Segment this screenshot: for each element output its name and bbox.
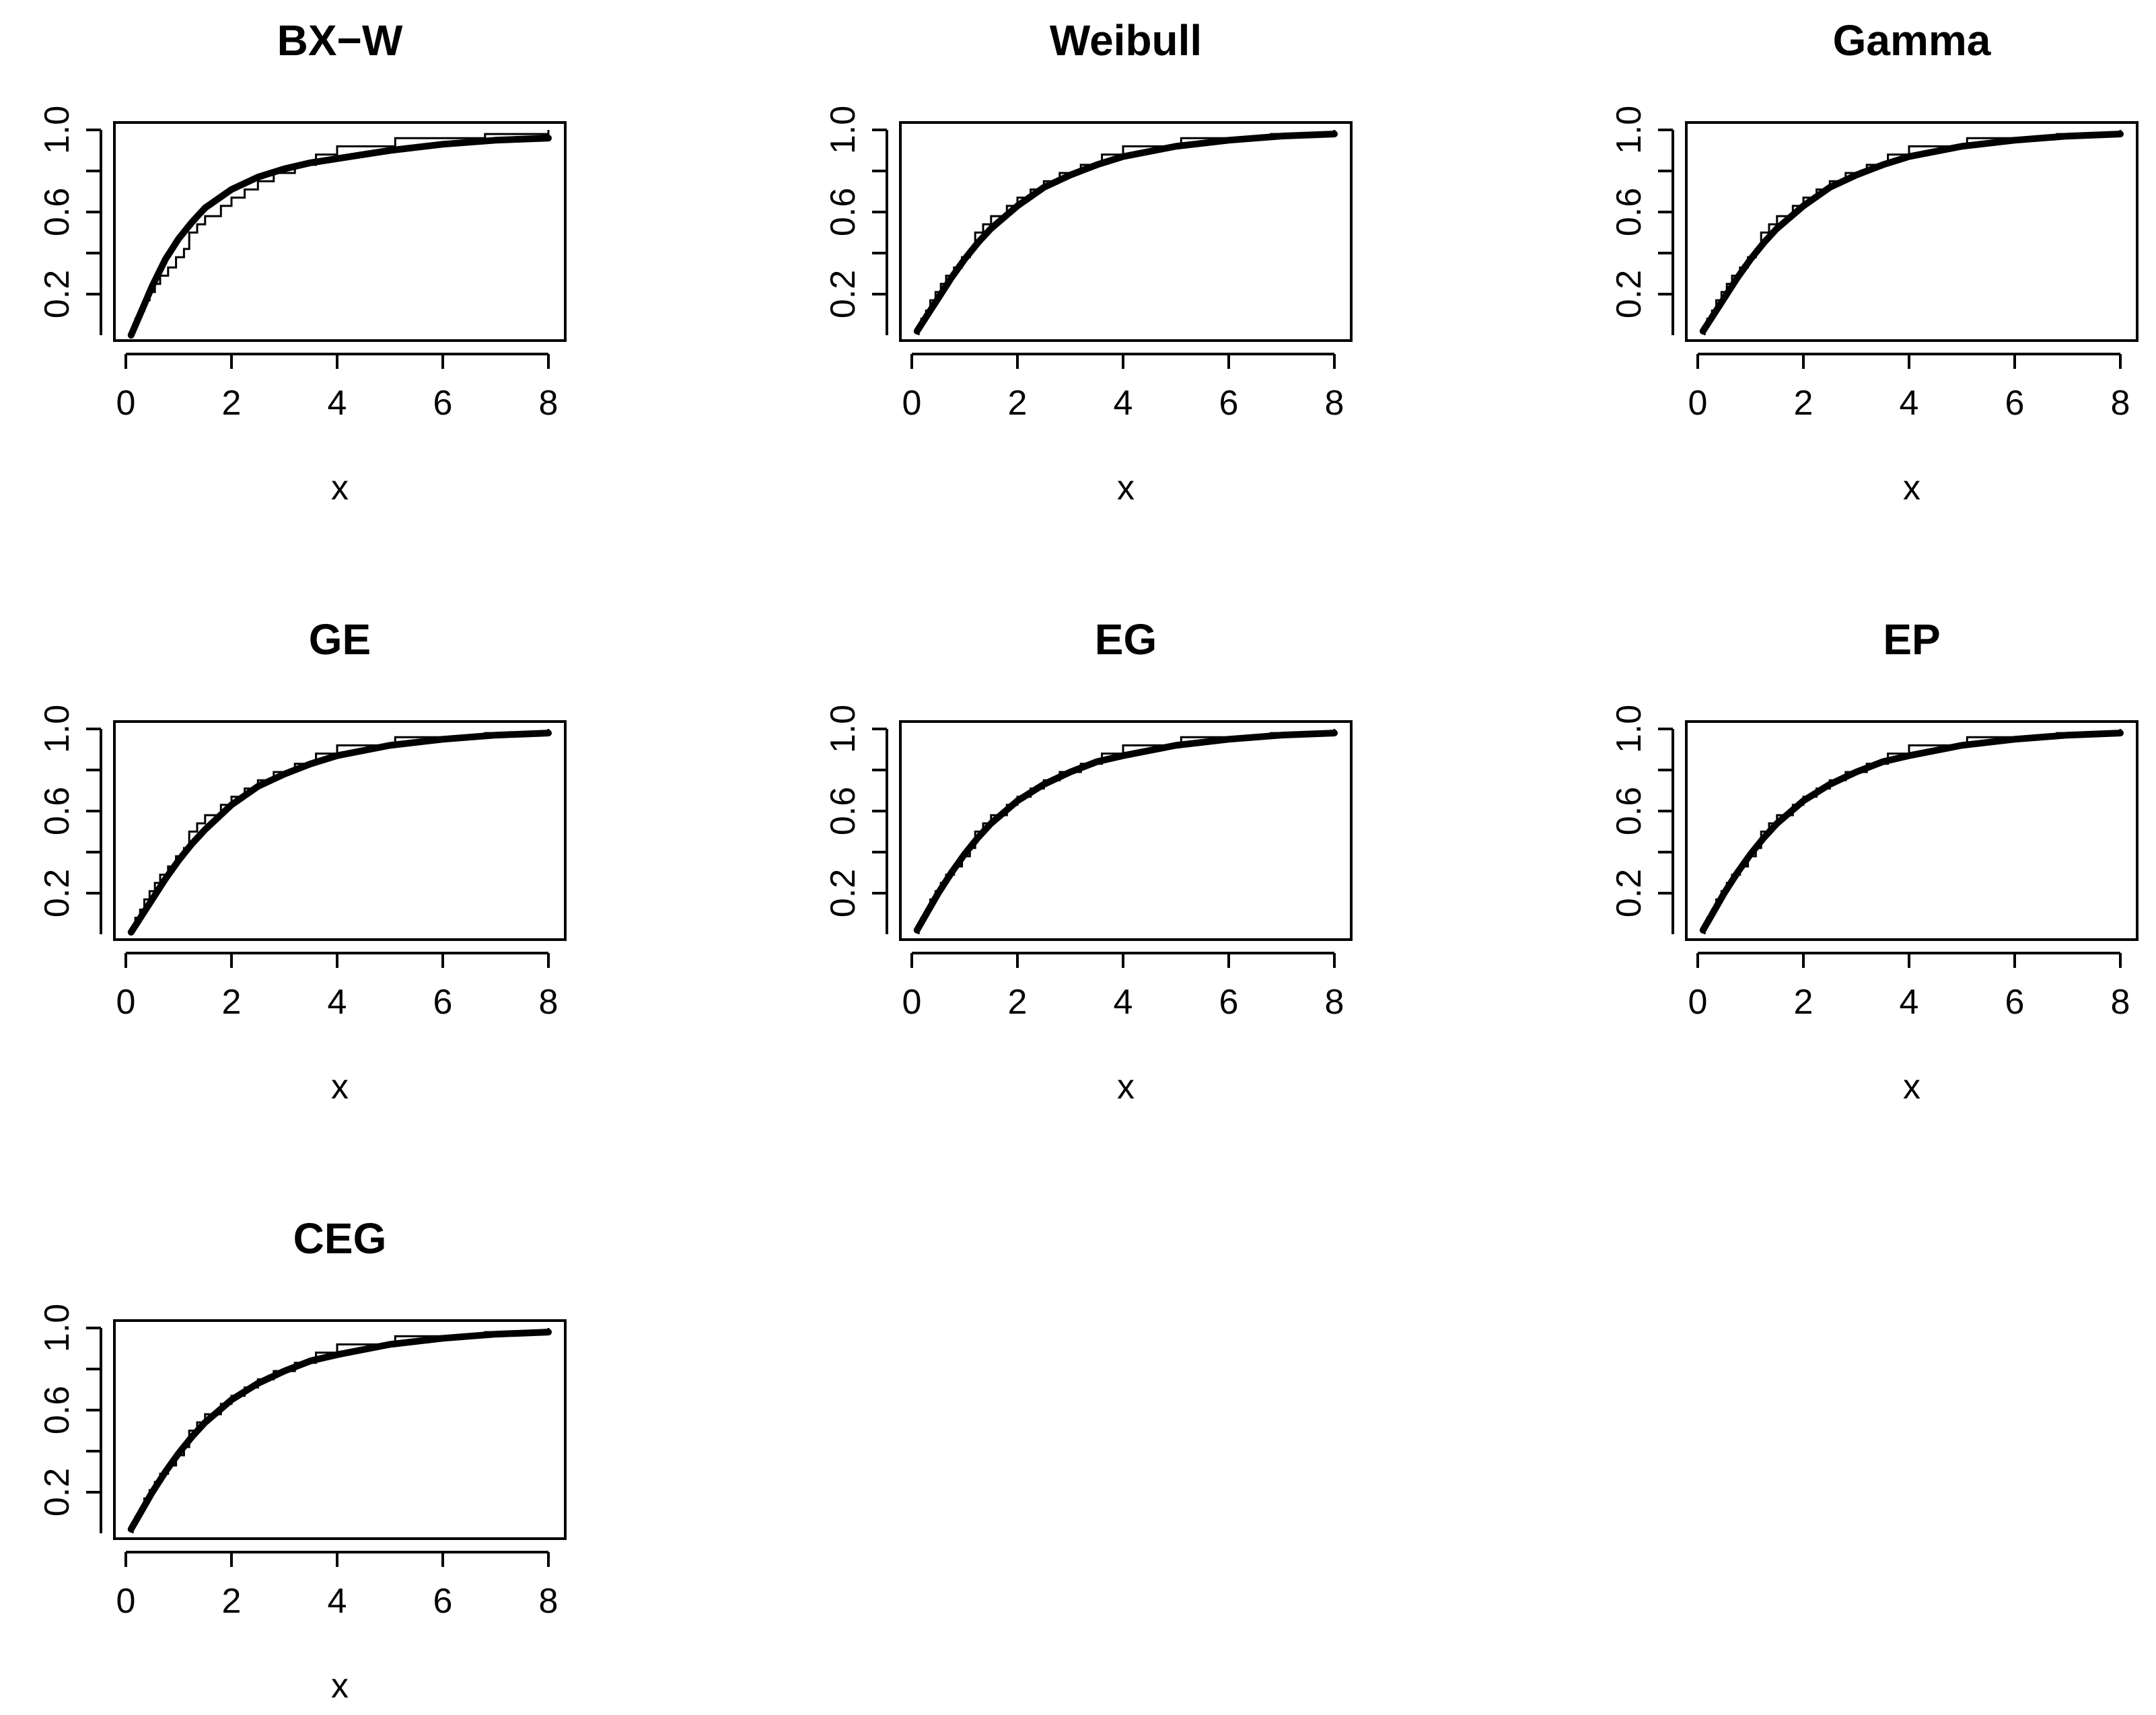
x-tick-label: 4: [328, 1582, 347, 1621]
chart-panel: EP 0 2 4 6 8 x 0.2 0.6 1.0: [1610, 615, 2139, 1107]
empirical-step-line: [917, 130, 1336, 335]
y-tick-label: 0.2: [38, 1468, 77, 1516]
x-tick-label: 0: [1688, 384, 1708, 423]
chart-panel: CEG 0 2 4 6 8 x 0.2 0.6 1.0: [38, 1214, 567, 1706]
x-tick-label: 8: [539, 384, 559, 423]
plot-frame: [1685, 121, 2139, 342]
fitted-cdf-line: [913, 730, 1338, 934]
y-tick-label: 0.6: [824, 787, 863, 835]
plot-frame: [113, 1319, 567, 1540]
x-axis-label: x: [1117, 468, 1135, 508]
fitted-cdf-line: [1699, 730, 2124, 934]
x-tick-label: 4: [328, 983, 347, 1022]
y-tick-label: 0.2: [38, 869, 77, 917]
x-tick-label: 8: [1325, 384, 1344, 423]
chart-title: Gamma: [1833, 16, 1991, 65]
x-tick-label: 2: [222, 983, 242, 1022]
x-tick-label: 2: [1008, 983, 1028, 1022]
x-tick-label: 6: [1219, 983, 1239, 1022]
x-tick-label: 2: [1794, 983, 1813, 1022]
x-tick-label: 8: [539, 1582, 559, 1621]
x-tick-label: 0: [902, 384, 922, 423]
plot-frame: [113, 121, 567, 342]
chart-panel: EG 0 2 4 6 8 x 0.2 0.6 1.0: [824, 615, 1353, 1107]
fitted-cdf-line: [127, 730, 552, 936]
x-tick-label: 0: [902, 983, 922, 1022]
x-axis-label: x: [1903, 1068, 1920, 1107]
y-tick-label: 1.0: [824, 106, 863, 154]
chart-title: CEG: [293, 1214, 387, 1263]
x-tick-label: 4: [328, 384, 347, 423]
chart-title: BX−W: [277, 16, 403, 65]
x-tick-label: 2: [222, 1582, 242, 1621]
plot-frame: [899, 121, 1353, 342]
x-tick-label: 6: [433, 384, 453, 423]
y-tick-label: 0.6: [1610, 188, 1649, 236]
y-tick-label: 0.6: [38, 787, 77, 835]
x-tick-label: 0: [1688, 983, 1708, 1022]
x-tick-label: 4: [1114, 384, 1133, 423]
x-tick-label: 8: [539, 983, 559, 1022]
empirical-step-line: [1703, 130, 2122, 335]
x-axis-label: x: [1903, 468, 1920, 508]
fitted-cdf-line: [127, 1329, 552, 1533]
chart-panel: GE 0 2 4 6 8 x 0.2 0.6 1.0: [38, 615, 567, 1107]
x-tick-label: 6: [2005, 983, 2025, 1022]
y-tick-label: 1.0: [1610, 705, 1649, 753]
y-tick-label: 0.2: [824, 869, 863, 917]
fitted-cdf-line: [1699, 131, 2124, 335]
chart-title: EG: [1095, 615, 1157, 664]
chart-title: EP: [1883, 615, 1940, 664]
x-tick-label: 6: [1219, 384, 1239, 423]
x-axis-label: x: [1117, 1068, 1135, 1107]
y-tick-label: 1.0: [38, 705, 77, 753]
plot-frame: [899, 720, 1353, 941]
x-tick-label: 0: [116, 983, 136, 1022]
x-tick-label: 8: [2111, 983, 2130, 1022]
fitted-cdf-line: [127, 135, 552, 339]
x-tick-label: 8: [2111, 384, 2130, 423]
y-tick-label: 0.2: [1610, 270, 1649, 318]
y-tick-label: 0.6: [1610, 787, 1649, 835]
x-tick-label: 2: [1008, 384, 1028, 423]
y-tick-label: 1.0: [1610, 106, 1649, 154]
x-tick-label: 4: [1114, 983, 1133, 1022]
x-axis-label: x: [331, 1667, 349, 1706]
y-tick-label: 0.6: [38, 1386, 77, 1434]
empirical-step-line: [131, 729, 550, 934]
x-tick-label: 6: [2005, 384, 2025, 423]
plot-frame: [1685, 720, 2139, 941]
x-tick-label: 0: [116, 1582, 136, 1621]
y-tick-label: 1.0: [824, 705, 863, 753]
x-axis-label: x: [331, 468, 349, 508]
x-tick-label: 4: [1900, 983, 1919, 1022]
chart-title: Weibull: [1050, 16, 1202, 65]
x-axis-label: x: [331, 1068, 349, 1107]
chart-panel: Weibull 0 2 4 6 8 x 0.2 0.6 1.0: [824, 16, 1353, 508]
x-tick-label: 2: [222, 384, 242, 423]
y-tick-label: 0.2: [38, 270, 77, 318]
y-tick-label: 0.2: [824, 270, 863, 318]
chart-title: GE: [309, 615, 371, 664]
x-tick-label: 4: [1900, 384, 1919, 423]
y-tick-label: 1.0: [38, 106, 77, 154]
x-tick-label: 0: [116, 384, 136, 423]
chart-panel: Gamma 0 2 4 6 8 x 0.2 0.6 1.0: [1610, 16, 2139, 508]
y-tick-label: 0.6: [38, 188, 77, 236]
x-tick-label: 2: [1794, 384, 1813, 423]
fitted-cdf-line: [913, 131, 1338, 335]
x-tick-label: 6: [433, 983, 453, 1022]
plot-frame: [113, 720, 567, 941]
y-tick-label: 0.6: [824, 188, 863, 236]
chart-panel: BX−W 0 2 4 6 8 x 0.2 0.6 1.0: [38, 16, 567, 508]
y-tick-label: 0.2: [1610, 869, 1649, 917]
x-tick-label: 6: [433, 1582, 453, 1621]
x-tick-label: 8: [1325, 983, 1344, 1022]
y-tick-label: 1.0: [38, 1304, 77, 1352]
